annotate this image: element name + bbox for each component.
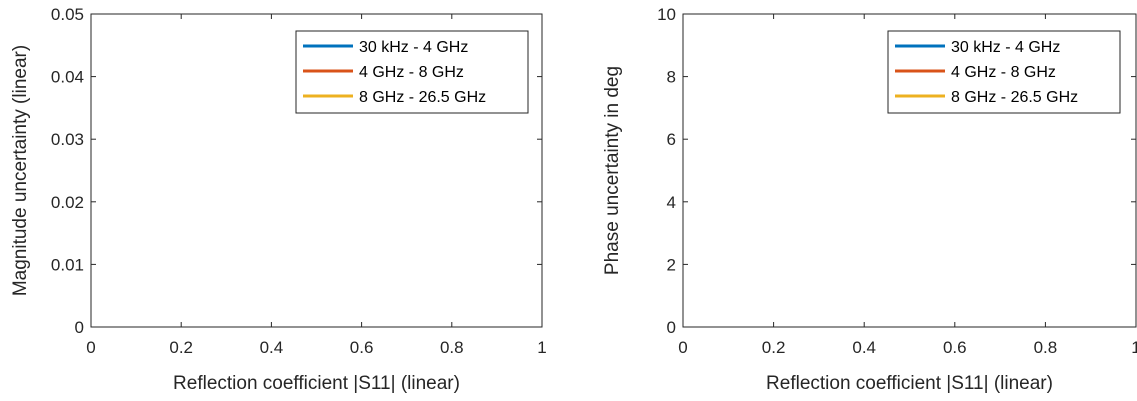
x-tick-label: 0.2 bbox=[762, 338, 786, 357]
x-tick-label: 0.6 bbox=[943, 338, 967, 357]
y-tick-label: 0 bbox=[75, 318, 84, 337]
x-tick-label: 0.8 bbox=[440, 338, 464, 357]
legend-label-3: 8 GHz - 26.5 GHz bbox=[359, 89, 486, 106]
legend-label-1: 30 kHz - 4 GHz bbox=[951, 39, 1060, 56]
y-tick-label: 6 bbox=[667, 130, 676, 149]
y-axis-label: Magnitude uncertainty (linear) bbox=[10, 45, 31, 296]
x-axis-label: Reflection coefficient |S11| (linear) bbox=[766, 373, 1053, 394]
x-tick-label: 0.4 bbox=[260, 338, 284, 357]
x-tick-label: 0.4 bbox=[852, 338, 876, 357]
legend-label-2: 4 GHz - 8 GHz bbox=[951, 64, 1056, 81]
legend-label-2: 4 GHz - 8 GHz bbox=[359, 64, 464, 81]
magnitude-uncertainty-chart: 0 0.2 0.4 0.6 0.8 1 0 0.01 0.02 0.03 0.04 0.05 Refle… bbox=[10, 5, 547, 394]
y-tick-label: 0.05 bbox=[51, 5, 84, 24]
y-tick-label: 0.02 bbox=[51, 193, 84, 212]
y-tick-label: 0.04 bbox=[51, 68, 84, 87]
y-tick-label: 10 bbox=[657, 5, 676, 24]
y-axis-label: Phase uncertainty in deg bbox=[602, 66, 623, 275]
x-tick-label: 0.2 bbox=[169, 338, 193, 357]
y-tick-label: 0.03 bbox=[51, 130, 84, 149]
x-axis-label: Reflection coefficient |S11| (linear) bbox=[173, 373, 460, 394]
y-tick-label: 0.01 bbox=[51, 255, 84, 274]
x-tick-label: 0 bbox=[678, 338, 687, 357]
legend-label-1: 30 kHz - 4 GHz bbox=[359, 39, 468, 56]
legend-label-3: 8 GHz - 26.5 GHz bbox=[951, 89, 1078, 106]
legend: 30 kHz - 4 GHz 4 GHz - 8 GHz 8 GHz - 26.5 … bbox=[295, 30, 529, 114]
x-tick-label: 0.8 bbox=[1034, 338, 1058, 357]
y-tick-label: 2 bbox=[667, 255, 676, 274]
y-tick-label: 0 bbox=[667, 318, 676, 337]
y-tick-label: 8 bbox=[667, 68, 676, 87]
x-tick-label: 1 bbox=[1131, 338, 1137, 357]
x-tick-label: 1 bbox=[537, 338, 546, 357]
legend: 30 kHz - 4 GHz 4 GHz - 8 GHz 8 GHz - 26.5 … bbox=[887, 30, 1121, 114]
x-tick-label: 0.6 bbox=[350, 338, 374, 357]
x-tick-label: 0 bbox=[86, 338, 95, 357]
y-tick-label: 4 bbox=[667, 193, 676, 212]
